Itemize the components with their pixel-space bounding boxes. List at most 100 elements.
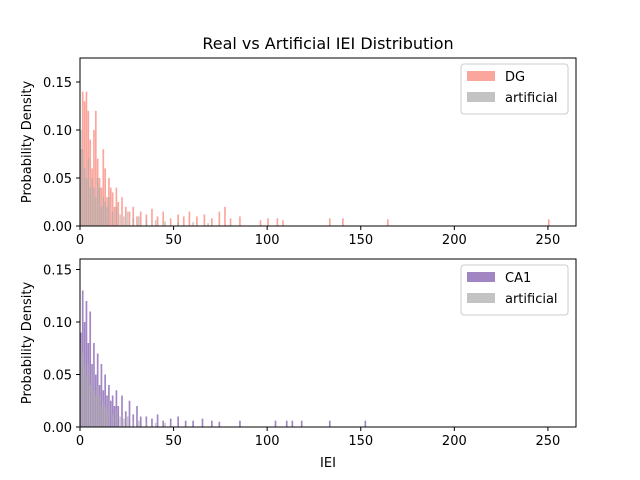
bar bbox=[218, 211, 221, 226]
bar bbox=[111, 192, 114, 226]
bar bbox=[94, 197, 97, 226]
bar bbox=[169, 418, 172, 427]
bar bbox=[201, 418, 204, 427]
bar bbox=[109, 400, 112, 427]
bar bbox=[182, 216, 185, 226]
bar bbox=[547, 219, 550, 226]
series-ca1 bbox=[80, 290, 367, 427]
x-tick-label: 200 bbox=[442, 434, 467, 449]
bar bbox=[85, 301, 88, 427]
bar bbox=[113, 206, 116, 226]
bar bbox=[104, 406, 107, 427]
bar bbox=[229, 218, 232, 226]
bar bbox=[121, 197, 123, 226]
bar bbox=[89, 385, 92, 427]
x-tick-label: 50 bbox=[165, 434, 182, 449]
subplot-2: 0 50 100 150 200 250 0.00 0.05 0.10 0.15 Probabili… bbox=[20, 258, 577, 471]
bar bbox=[89, 187, 92, 226]
axes-frame bbox=[79, 258, 577, 428]
bar bbox=[123, 418, 125, 427]
bar bbox=[104, 202, 107, 226]
bar bbox=[117, 202, 120, 226]
bar bbox=[93, 130, 95, 226]
bar bbox=[96, 178, 99, 226]
bar bbox=[89, 139, 92, 226]
bar bbox=[184, 420, 187, 427]
bar bbox=[291, 420, 294, 427]
bar bbox=[218, 421, 221, 427]
bar bbox=[164, 422, 166, 427]
bar bbox=[132, 218, 135, 226]
y-tick-label: 0.05 bbox=[43, 369, 72, 384]
bar bbox=[126, 416, 129, 427]
bar bbox=[93, 343, 95, 427]
series-artificial bbox=[80, 343, 166, 427]
bar bbox=[108, 406, 110, 427]
bar bbox=[276, 218, 279, 226]
bar bbox=[126, 211, 129, 226]
bar bbox=[111, 211, 114, 226]
bar bbox=[162, 211, 165, 226]
bar bbox=[98, 395, 101, 427]
bar bbox=[132, 206, 135, 226]
legend-label: CA1 bbox=[505, 271, 531, 286]
bar bbox=[156, 216, 159, 226]
bar bbox=[207, 223, 209, 226]
bar bbox=[109, 187, 112, 226]
bar bbox=[100, 206, 103, 226]
bar bbox=[85, 178, 88, 226]
bar bbox=[83, 364, 86, 427]
legend: CA1 artificial bbox=[460, 264, 569, 316]
bar bbox=[162, 420, 165, 427]
legend-label: DG bbox=[505, 70, 525, 85]
x-tick-label: 0 bbox=[76, 233, 84, 248]
x-axis-label: IEI bbox=[320, 456, 336, 471]
bar bbox=[192, 222, 194, 226]
bar bbox=[328, 420, 331, 427]
bar bbox=[328, 218, 331, 226]
bar bbox=[115, 411, 118, 427]
x-tick-label: 150 bbox=[348, 233, 373, 248]
bar bbox=[154, 422, 157, 427]
bar bbox=[111, 395, 114, 427]
bar bbox=[102, 197, 105, 226]
bar bbox=[239, 420, 241, 427]
legend-label: artificial bbox=[505, 292, 558, 307]
y-tick-label: 0.15 bbox=[43, 264, 72, 279]
bar bbox=[93, 390, 95, 427]
bar bbox=[300, 420, 303, 427]
bar bbox=[132, 420, 135, 427]
bar bbox=[177, 222, 179, 226]
bar bbox=[108, 197, 110, 226]
bar bbox=[342, 218, 344, 226]
subplot-1: 0 50 100 150 200 250 0.00 0.05 0.10 0.15 Probabili… bbox=[20, 57, 577, 248]
bar bbox=[83, 101, 86, 226]
bar bbox=[139, 416, 142, 427]
bar bbox=[169, 218, 172, 226]
bar bbox=[121, 395, 123, 427]
x-tick-label: 250 bbox=[536, 434, 561, 449]
x-tick-label: 100 bbox=[255, 233, 280, 248]
bar bbox=[274, 420, 277, 427]
bar bbox=[139, 211, 142, 226]
bar bbox=[145, 214, 148, 226]
bar bbox=[196, 216, 198, 226]
bar bbox=[145, 421, 148, 427]
bar bbox=[81, 353, 84, 427]
bar bbox=[113, 406, 116, 427]
y-axis-label: Probability Density bbox=[20, 282, 35, 405]
series-artificial bbox=[80, 130, 209, 226]
bar bbox=[106, 411, 108, 427]
bar bbox=[224, 206, 226, 226]
bar bbox=[94, 395, 97, 427]
bar bbox=[177, 214, 179, 226]
bar bbox=[93, 187, 95, 226]
axes-frame bbox=[79, 57, 577, 227]
bar bbox=[98, 187, 101, 226]
bar bbox=[102, 400, 105, 427]
legend-swatch bbox=[467, 71, 495, 81]
x-tick-label: 200 bbox=[442, 233, 467, 248]
y-axis-label: Probability Density bbox=[20, 81, 35, 204]
bar bbox=[104, 374, 107, 427]
legend-swatch bbox=[467, 92, 495, 102]
